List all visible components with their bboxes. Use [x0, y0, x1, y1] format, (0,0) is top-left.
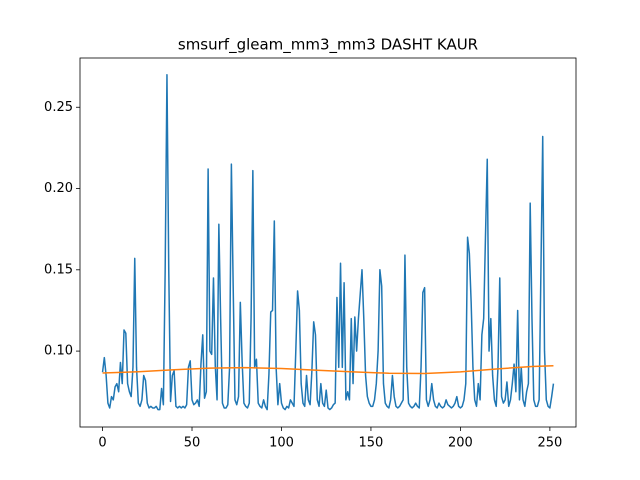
- y-tick-label: 0.20: [44, 181, 73, 196]
- y-tick-label: 0.15: [44, 262, 73, 277]
- x-tick-label: 250: [537, 436, 562, 451]
- x-tick-label: 150: [359, 436, 384, 451]
- line-series: [101, 73, 555, 411]
- x-tick-label: 100: [269, 436, 294, 451]
- plot-frame: [79, 57, 577, 428]
- y-tick-label: 0.10: [44, 344, 73, 359]
- y-tick-label: 0.25: [44, 100, 73, 115]
- line-series: [102, 364, 554, 375]
- x-tick-label: 50: [184, 436, 201, 451]
- chart-title: smsurf_gleam_mm3_mm3 DASHT KAUR: [178, 36, 478, 55]
- x-tick-label: 0: [98, 436, 106, 451]
- x-tick-label: 200: [448, 436, 473, 451]
